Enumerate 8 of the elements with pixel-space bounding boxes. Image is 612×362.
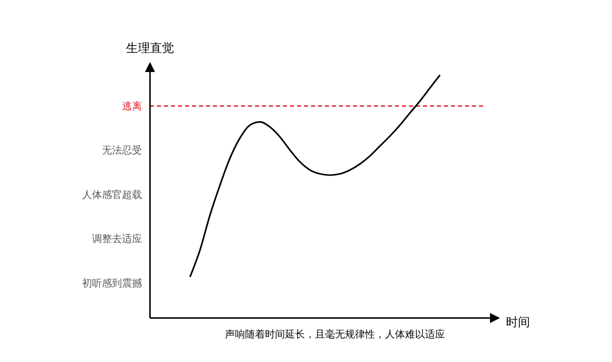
ref-line-label: 逃离 bbox=[122, 100, 142, 113]
x-axis-title: 时间 bbox=[506, 315, 530, 330]
text: 调整去适应 bbox=[92, 233, 142, 246]
y-axis-title: 生理直觉 bbox=[126, 41, 174, 55]
text: 声响随着时间延长，且毫无规律性，人体难以适应 bbox=[225, 328, 445, 340]
text: 初听感到震撼 bbox=[82, 278, 142, 290]
text: 无法忍受 bbox=[102, 144, 142, 157]
text: 人体感官超载 bbox=[82, 188, 142, 201]
